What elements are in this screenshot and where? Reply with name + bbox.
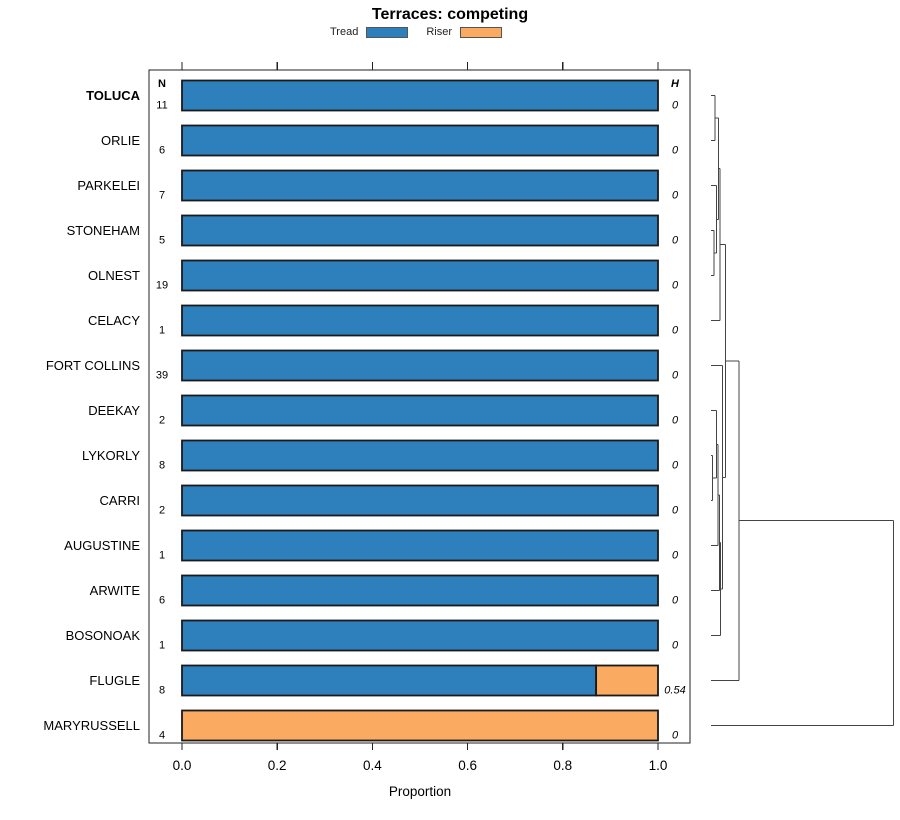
bar-segment-tread (181, 529, 659, 562)
n-value: 6 (159, 595, 165, 607)
row-label: LYKORLY (82, 448, 140, 463)
h-value: 0 (672, 325, 679, 337)
x-axis-title: Proportion (389, 784, 451, 799)
bar-segment-tread (181, 169, 659, 202)
bar-segment-tread (181, 349, 659, 382)
n-value: 6 (159, 145, 165, 157)
n-value: 2 (159, 415, 165, 427)
h-value: 0 (672, 100, 679, 112)
h-value: 0 (672, 730, 679, 742)
row-label: OLNEST (88, 268, 140, 283)
bar-segment-tread (181, 664, 598, 697)
h-value: 0 (672, 505, 679, 517)
n-value: 11 (156, 100, 167, 112)
chart-title: Terraces: competing (371, 6, 529, 23)
legend-tread-label: Tread (330, 26, 359, 38)
h-value: 0 (672, 235, 679, 247)
row-label: MARYRUSSELL (43, 718, 140, 733)
h-value: 0 (672, 190, 679, 202)
row-label: DEEKAY (88, 403, 140, 418)
bar-segment-tread (181, 394, 659, 427)
row-label: BOSONOAK (66, 628, 141, 643)
n-value: 2 (159, 505, 165, 517)
h-value: 0 (672, 640, 679, 652)
n-value: 4 (159, 730, 165, 742)
legend-riser-label: Riser (426, 26, 452, 38)
x-axis-tick-label: 0.0 (173, 758, 192, 773)
legend: Tread Riser (330, 25, 502, 39)
h-value: 0 (672, 550, 679, 562)
bar-segment-riser (181, 709, 659, 742)
bar-segment-tread (181, 259, 659, 292)
bar-segment-tread (181, 304, 659, 337)
bar-segment-tread (181, 124, 659, 157)
n-value: 8 (159, 460, 165, 472)
n-value: 5 (159, 235, 165, 247)
row-label: PARKELEI (77, 178, 140, 193)
n-value: 1 (159, 640, 165, 652)
bar-segment-tread (181, 214, 659, 247)
row-label: FLUGLE (89, 673, 140, 688)
h-value: 0 (672, 595, 679, 607)
bar-segment-tread (181, 619, 659, 652)
row-label: AUGUSTINE (64, 538, 140, 553)
h-value: 0 (672, 145, 679, 157)
n-value: 8 (159, 685, 165, 697)
x-axis-tick-label: 0.6 (458, 758, 477, 773)
n-value: 39 (156, 370, 168, 382)
row-label: ORLIE (101, 133, 140, 148)
n-value: 1 (159, 325, 165, 337)
row-label: ARWITE (90, 583, 141, 598)
h-column-header: H (671, 78, 680, 90)
bar-segment-tread (181, 574, 659, 607)
n-value: 19 (156, 280, 168, 292)
bar-segment-riser (595, 664, 659, 697)
bar-segment-tread (181, 79, 659, 112)
row-label: TOLUCA (86, 88, 141, 103)
row-label: CARRI (100, 493, 140, 508)
x-axis-tick-label: 0.4 (363, 758, 382, 773)
n-value: 7 (159, 190, 165, 202)
h-value: 0 (672, 370, 679, 382)
n-column-header: N (158, 78, 166, 90)
bar-segment-tread (181, 484, 659, 517)
bar-segment-tread (181, 439, 659, 472)
h-value: 0.54 (664, 685, 685, 697)
row-label: STONEHAM (67, 223, 140, 238)
legend-tread-swatch (366, 26, 409, 38)
row-label: FORT COLLINS (46, 358, 140, 373)
x-axis-tick-label: 0.2 (268, 758, 287, 773)
plot-box (148, 69, 691, 744)
row-label: CELACY (88, 313, 140, 328)
x-axis-tick-label: 0.8 (553, 758, 572, 773)
h-value: 0 (672, 280, 679, 292)
x-axis-tick-label: 1.0 (649, 758, 668, 773)
n-value: 1 (159, 550, 165, 562)
h-value: 0 (672, 460, 679, 472)
legend-riser-swatch (460, 26, 502, 38)
h-value: 0 (672, 415, 679, 427)
